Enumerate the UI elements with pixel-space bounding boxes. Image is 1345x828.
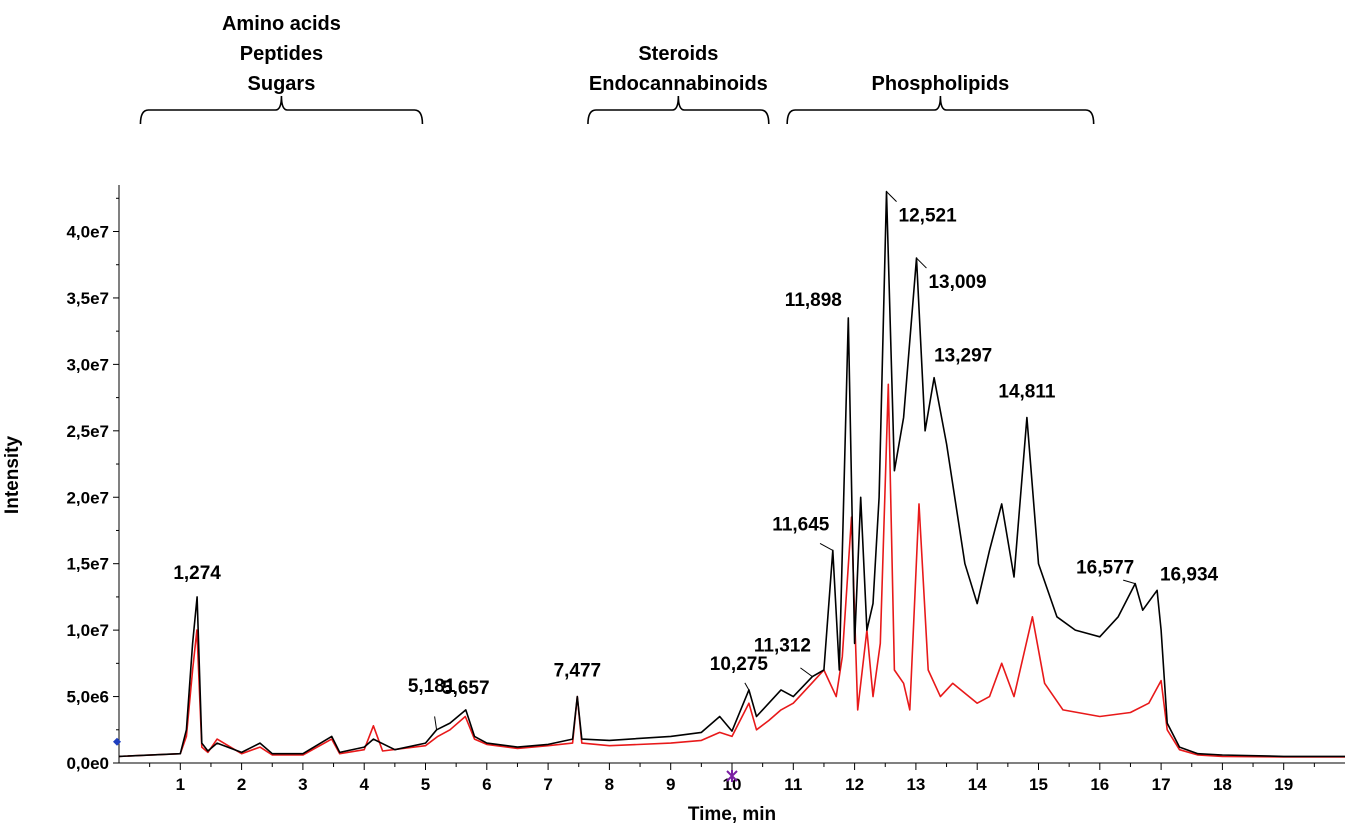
- x-tick-label: 2: [237, 775, 246, 794]
- peak-leader-line: [886, 191, 897, 202]
- peak-label: 7,477: [554, 661, 602, 682]
- peak-label: 10,275: [710, 654, 769, 675]
- compound-group-label: Steroids: [638, 43, 718, 65]
- peak-leader-line: [819, 542, 834, 551]
- x-tick-label: 14: [968, 775, 987, 794]
- compound-group-annotations: Amino acids Peptides Sugars Steroids Endocan…: [139, 13, 1095, 125]
- y-tick-label: 1,5e7: [66, 555, 109, 574]
- compound-group-label: Endocannabinoids: [589, 73, 768, 95]
- x-tick-label: 18: [1213, 775, 1232, 794]
- x-tick-label: 9: [666, 775, 675, 794]
- peak-leader-line: [744, 682, 750, 691]
- series-line-red-trace: [118, 383, 1345, 758]
- compound-group-bracket: [139, 95, 424, 125]
- chromatogram-traces: [118, 190, 1345, 758]
- x-axis-title: Time, min: [688, 804, 776, 825]
- x-tick-label: 12: [845, 775, 864, 794]
- peak-label: 13,297: [934, 346, 992, 367]
- compound-group-bracket: [786, 95, 1095, 125]
- y-tick-label: 0,0e0: [66, 754, 109, 773]
- x-tick-label: 11: [784, 775, 802, 794]
- peak-leader-line: [1123, 579, 1136, 585]
- axes: 1 2 3 4 5 6 7 8 9 10 11 12 13 14 15 16 17 18 190,0e05,0e61…: [66, 185, 1345, 794]
- x-tick-label: 15: [1029, 775, 1048, 794]
- peak-label: 1,274: [173, 563, 221, 584]
- peak-label: 5,657: [442, 678, 490, 699]
- y-tick-label: 4,0e7: [66, 223, 109, 242]
- peak-leader-line: [800, 667, 813, 678]
- peak-label: 14,811: [998, 382, 1055, 403]
- x-tick-label: 5: [421, 775, 430, 794]
- peak-label: 11,645: [772, 514, 829, 535]
- y-tick-label: 3,5e7: [66, 289, 109, 308]
- compound-group-label: Peptides: [240, 43, 323, 65]
- peak-label: 13,009: [928, 272, 986, 293]
- x-tick-label: 16: [1090, 775, 1109, 794]
- purple-marker-icon: [726, 770, 738, 782]
- peak-label: 12,521: [899, 206, 958, 227]
- x-tick-label: 7: [543, 775, 552, 794]
- peak-label: 16,934: [1160, 564, 1219, 585]
- y-axis-title: Intensity: [2, 436, 23, 515]
- peak-leader-line: [434, 716, 438, 730]
- x-tick-label: 19: [1274, 775, 1293, 794]
- x-tick-label: 3: [298, 775, 307, 794]
- x-tick-label: 17: [1152, 775, 1171, 794]
- series-line-black-trace: [118, 190, 1345, 758]
- blue-marker-icon: [113, 737, 121, 746]
- x-tick-label: 6: [482, 775, 491, 794]
- x-tick-label: 4: [359, 775, 369, 794]
- x-tick-label: 1: [176, 775, 185, 794]
- peak-leader-line: [916, 257, 927, 269]
- y-tick-label: 2,5e7: [66, 422, 109, 441]
- compound-group-label: Sugars: [248, 73, 316, 95]
- y-tick-label: 1,0e7: [66, 621, 109, 640]
- y-tick-label: 3,0e7: [66, 355, 109, 374]
- peak-label: 11,898: [785, 290, 842, 311]
- compound-group-bracket: [587, 95, 770, 125]
- peak-label: 5,181: [408, 676, 456, 697]
- peak-label: 16,577: [1076, 558, 1134, 579]
- x-tick-label: 8: [605, 775, 614, 794]
- compound-group-label: Phospholipids: [872, 73, 1010, 95]
- compound-group-label: Amino acids: [222, 13, 341, 35]
- y-tick-label: 5,0e6: [66, 688, 109, 707]
- x-tick-label: 13: [906, 775, 925, 794]
- peak-label: 11,312: [754, 636, 811, 657]
- y-tick-label: 2,0e7: [66, 488, 109, 507]
